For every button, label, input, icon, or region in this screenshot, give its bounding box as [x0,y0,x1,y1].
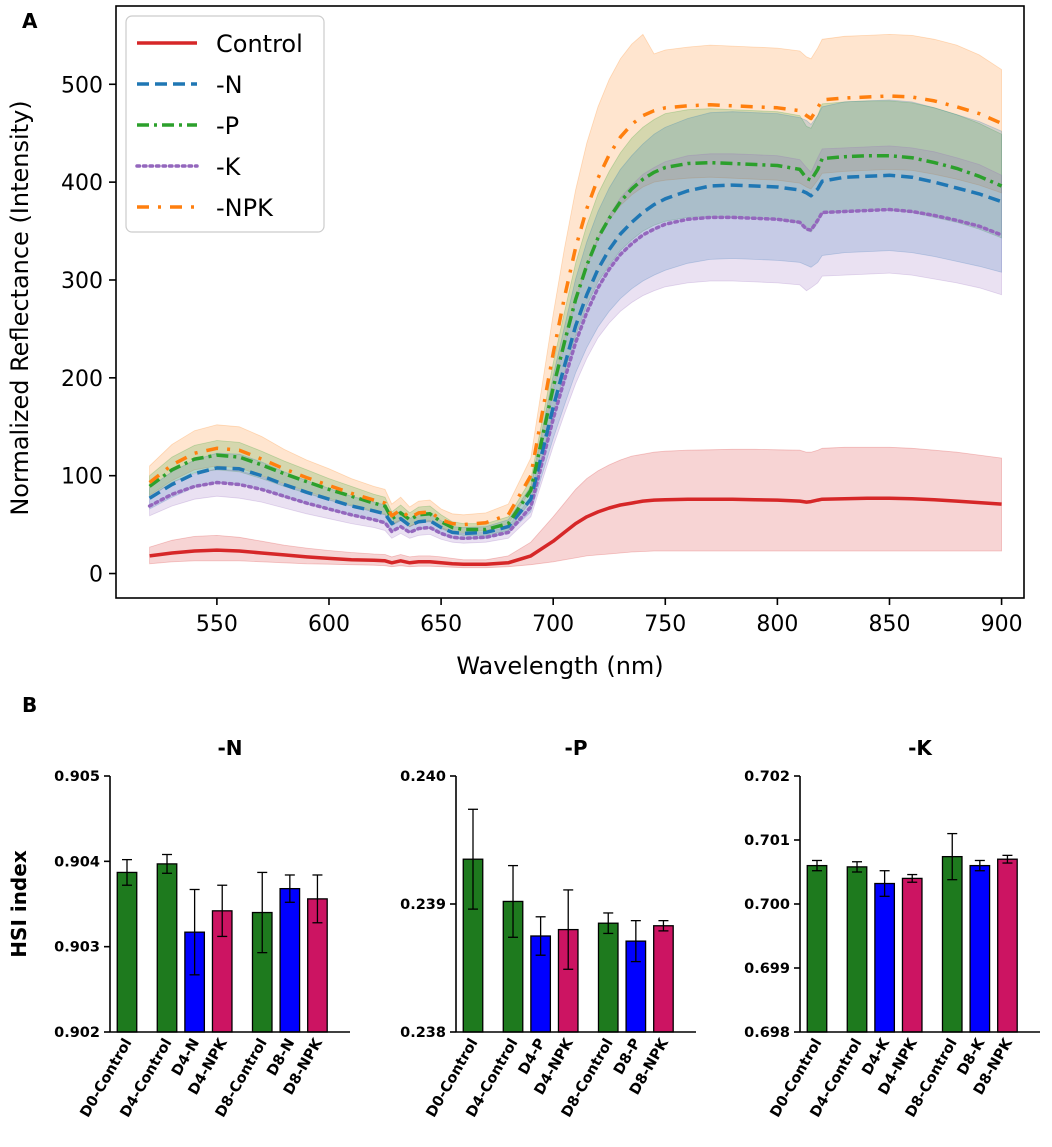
bar [806,864,828,1033]
y-tick-label: 0.904 [54,854,100,870]
x-tick-label: 750 [644,612,686,637]
bar [156,863,178,1033]
legend: Control -N -P -K -NPK [125,15,325,233]
legend-entry: -K [216,153,242,181]
bar [279,887,301,1033]
y-tick-label: 0.698 [744,1025,790,1041]
bar-panel: -ND0-ControlD4-ControlD4-ND4-NPKD8-Contr… [7,736,350,1120]
x-tick-label: 600 [308,612,350,637]
series-line-npk [148,94,1003,527]
legend-entry: Control [216,30,303,58]
y-axis-label: HSI index [7,850,31,958]
x-tick-label: 650 [420,612,462,637]
plot-frame [115,5,1025,599]
bar [997,858,1018,1033]
legend-entry: -P [216,112,239,140]
bar [874,882,896,1033]
y-tick-label: 0.240 [400,769,446,785]
bar [969,864,991,1033]
hsi-bar-charts: -ND0-ControlD4-ControlD4-ND4-NPKD8-Contr… [7,736,1040,1120]
panel-title: -K [908,736,933,760]
panel-title: -P [565,736,588,760]
x-tick-label: 800 [756,612,798,637]
legend-box [125,15,325,233]
y-tick-label: 100 [61,465,103,490]
y-tick-label: 0.903 [54,940,100,956]
x-tick-label: 700 [532,612,574,637]
y-tick-label: 0.699 [744,961,790,977]
legend-entry: -N [216,71,243,99]
series-line-p [148,153,1003,532]
y-tick-label: 0.701 [744,833,790,849]
panel-label-b: B [22,693,37,717]
x-tick-label: 850 [868,612,910,637]
y-axis-label: Normalized Reflectance (Intensity) [6,100,34,515]
x-tick-label: 900 [981,612,1023,637]
x-axis-label: Wavelength (nm) [456,652,663,680]
x-tick-label: 550 [196,612,238,637]
bar [941,855,963,1033]
bar [846,866,868,1033]
reflectance-line-chart: 550 600 650 700 750 800 850 900 0 100 200 300 400 500… [6,5,1025,680]
series-line-control [149,496,1002,566]
y-tick-label: 0.702 [744,769,790,785]
band-control [149,446,1002,569]
y-tick-label: 300 [61,269,103,294]
panel-title: -N [217,736,242,760]
bar [653,925,674,1033]
y-tick-label: 200 [61,367,103,392]
y-tick-label: 0 [89,563,103,588]
bar [901,877,923,1033]
y-tick-label: 500 [61,73,103,98]
panel-label-a: A [22,9,38,33]
y-tick-label: 0.902 [54,1025,100,1041]
y-tick-label: 400 [61,171,103,196]
series-line-n [148,173,1003,536]
y-tick-label: 0.700 [744,897,790,913]
y-tick-label: 0.238 [400,1025,446,1041]
y-tick-label: 0.905 [54,769,100,785]
legend-entry: -NPK [216,194,274,222]
bar-panel: -PD0-ControlD4-ControlD4-PD4-NPKD8-Contr… [400,736,696,1120]
bar [116,871,138,1033]
bar [597,922,619,1033]
y-tick-label: 0.239 [400,897,446,913]
bar-panel: -KD0-ControlD4-ControlD4-KD4-NPKD8-Contr… [744,736,1040,1120]
series-line-k [147,207,1004,541]
